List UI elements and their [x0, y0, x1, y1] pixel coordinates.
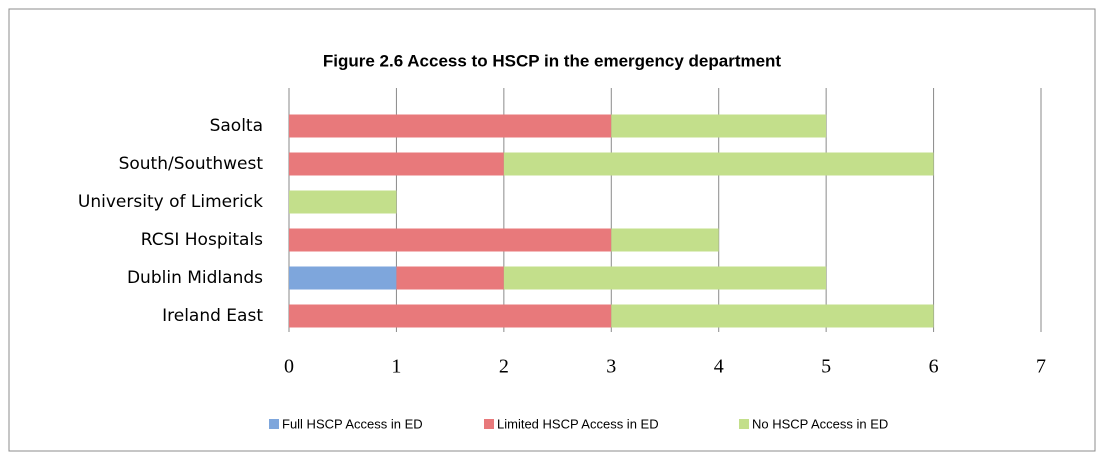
x-tick-label: 3 — [606, 356, 616, 378]
bar-segment — [289, 152, 504, 176]
legend-label: Limited HSCP Access in ED — [497, 416, 659, 431]
legend-label: Full HSCP Access in ED — [282, 416, 423, 431]
bar-segment — [503, 266, 827, 290]
x-tick-label: 6 — [929, 356, 939, 378]
legend-label: No HSCP Access in ED — [752, 416, 888, 431]
bar-segment — [289, 266, 397, 290]
x-tick-label: 2 — [499, 356, 509, 378]
bar-segment — [289, 304, 612, 328]
x-tick-label: 5 — [821, 356, 831, 378]
bar-segment — [611, 304, 934, 328]
y-tick-label: Ireland East — [162, 306, 263, 326]
bar-segment — [396, 266, 504, 290]
y-tick-label: University of Limerick — [78, 192, 263, 212]
x-tick-label: 4 — [714, 356, 724, 378]
legend-swatch — [269, 419, 279, 429]
x-tick-label: 1 — [391, 356, 401, 378]
y-tick-label: Dublin Midlands — [127, 268, 263, 288]
bar-segment — [611, 228, 719, 252]
bar-segment — [289, 228, 612, 252]
y-tick-label: RCSI Hospitals — [141, 230, 263, 250]
x-tick-label: 0 — [284, 356, 294, 378]
bar-segment — [503, 152, 934, 176]
legend-swatch — [484, 419, 494, 429]
bar-segment — [289, 190, 397, 214]
bar-segment — [289, 114, 612, 138]
x-tick-label: 7 — [1036, 356, 1046, 378]
chart-title: Figure 2.6 Access to HSCP in the emergen… — [323, 51, 782, 70]
legend-swatch — [739, 419, 749, 429]
y-tick-label: South/Southwest — [119, 154, 264, 174]
bar-segment — [611, 114, 827, 138]
y-tick-label: Saolta — [210, 116, 263, 136]
